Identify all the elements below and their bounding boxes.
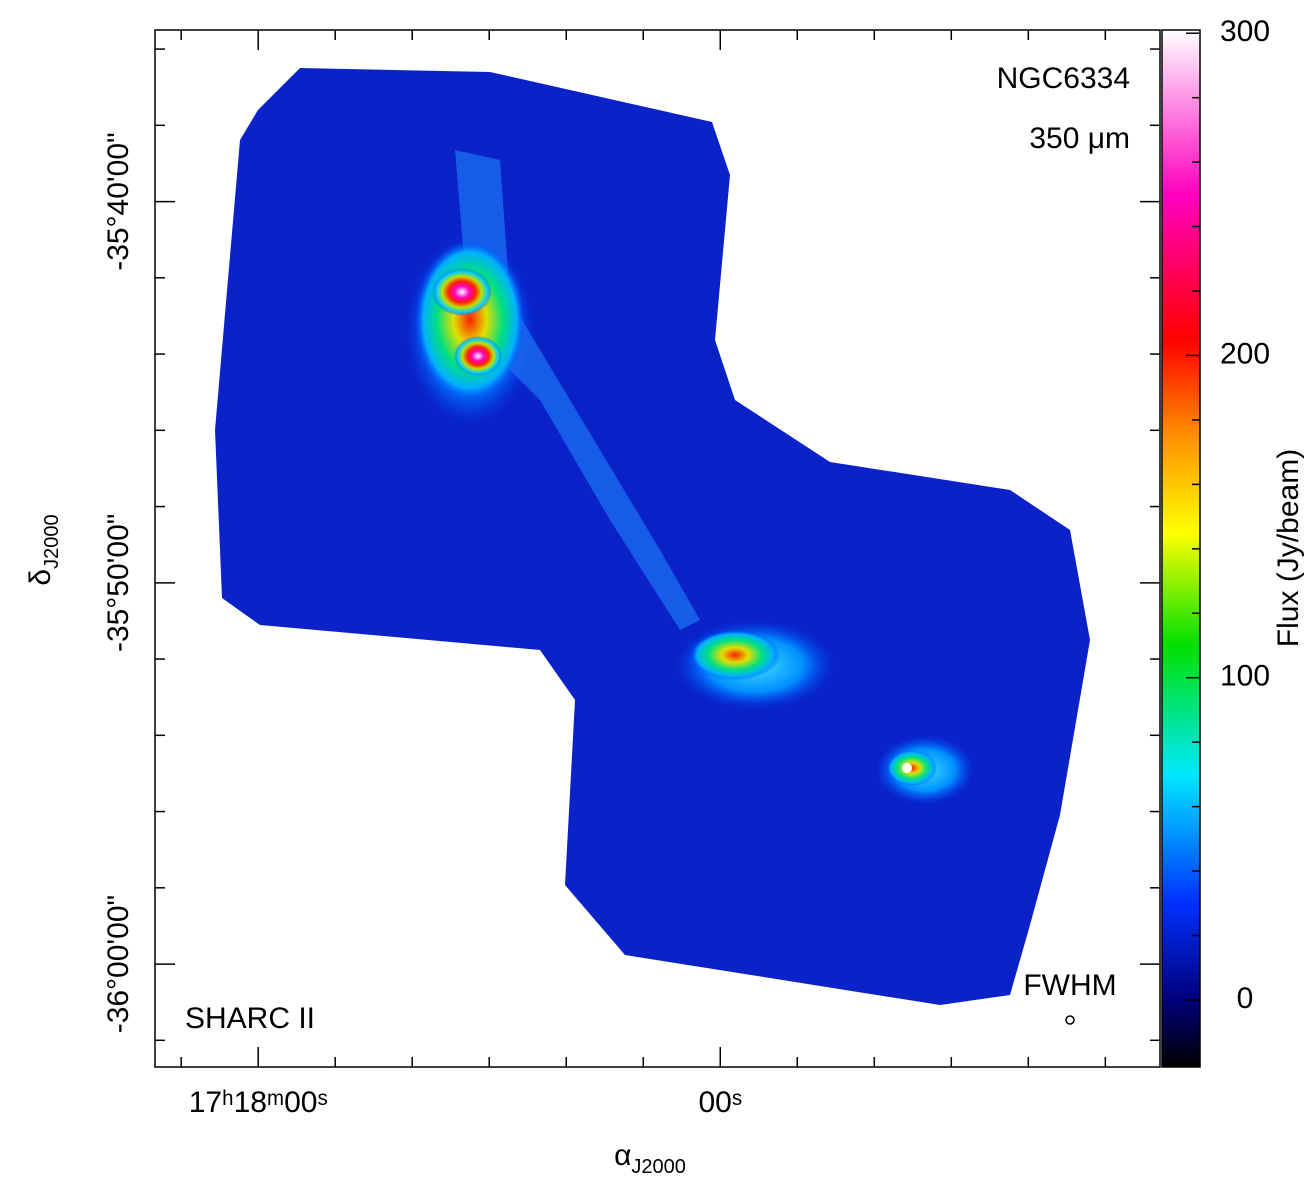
colorbar-tick-label: 300 (1220, 15, 1270, 48)
x-axis-label: αJ2000 (614, 1139, 686, 1178)
colorbar-tick-label: 0 (1237, 982, 1254, 1015)
map (215, 68, 1090, 1025)
y-axis-symbol: δ (24, 569, 57, 586)
x-axis-symbol: α (614, 1139, 631, 1172)
y-axis-label: δJ2000 (24, 514, 63, 585)
plot-frame (154, 29, 1161, 1068)
instrument: SHARC II (185, 1002, 315, 1035)
y-tick-label: -35°40'00" (102, 132, 135, 270)
colorbar-tick-label: 100 (1220, 660, 1270, 693)
y-tick-label: -36°00'00" (102, 895, 135, 1033)
y-tick-label: -35°50'00" (102, 514, 135, 652)
x-axis-sub: J2000 (631, 1156, 686, 1178)
x-tick-label: 17ʰ18ᵐ00ˢ (189, 1086, 328, 1119)
source-name: NGC6334 (997, 62, 1130, 95)
beam-label: FWHM (1023, 969, 1116, 1002)
colorbar-label: Flux (Jy/beam) (1272, 449, 1305, 647)
colorbar-tick-label: 200 (1220, 337, 1270, 370)
wavelength: 350 μm (1029, 122, 1130, 155)
y-axis-sub: J2000 (41, 514, 63, 569)
x-tick-label: 00ˢ (698, 1086, 742, 1119)
